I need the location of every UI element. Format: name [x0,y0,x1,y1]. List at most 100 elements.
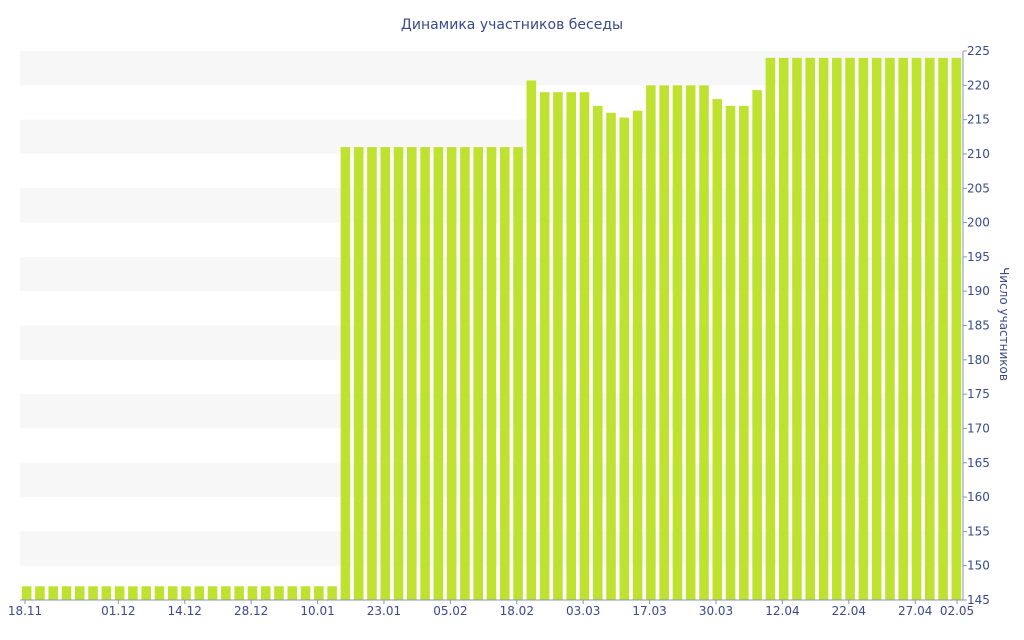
bar [845,57,855,601]
y-tick-label: 170 [967,421,990,435]
x-tick-label: 18.02 [500,604,534,618]
bar [898,57,909,601]
bar [380,147,391,600]
bar [500,147,510,600]
y-tick-label: 220 [967,78,990,92]
y-tick-label: 195 [967,250,990,264]
bar [925,57,935,601]
bar [712,99,723,600]
x-tick-label: 02.05 [940,604,974,618]
bar [805,57,816,601]
bar [207,586,218,600]
bar [752,90,762,601]
bar [194,586,205,600]
x-tick-label: 01.12 [101,604,135,618]
x-tick-label: 05.02 [433,604,467,618]
bar [393,147,404,600]
bar [632,110,643,600]
y-tick-label: 165 [967,456,990,470]
bar [885,57,895,601]
y-tick-label: 210 [967,147,990,161]
bar [725,105,736,601]
bar [685,85,696,600]
bar [114,586,125,600]
bar [778,57,789,601]
bar [672,85,683,600]
bar [247,586,258,600]
bar [420,147,430,600]
bars [21,57,962,601]
y-tick-label: 155 [967,524,990,538]
bar [446,147,457,600]
x-tick-label: 28.12 [234,604,268,618]
x-tick-label: 12.04 [765,604,799,618]
bar [460,147,470,600]
bar [101,586,112,600]
bar [274,586,284,600]
bar [327,586,337,600]
y-tick-label: 185 [967,319,990,333]
bar [181,586,191,600]
bar [167,586,178,600]
bar [221,586,231,600]
y-tick-label: 190 [967,284,990,298]
y-tick-label: 150 [967,559,990,573]
x-tick-label: 10.01 [300,604,334,618]
bar [300,586,311,600]
bar [35,586,45,600]
bar [486,147,497,600]
bar [659,85,669,600]
bar [314,586,324,600]
bar [48,586,58,600]
bar [473,147,483,600]
bar [619,117,630,600]
bar [433,147,444,600]
x-axis: 18.11 01.12 14.12 28.12 10.01 23.01 05.02 18.02… [8,599,974,618]
bar [792,57,802,601]
y-tick-label: 145 [967,593,990,607]
y-tick-label: 200 [967,216,990,230]
bar [871,57,882,601]
x-tick-label: 30.03 [699,604,733,618]
bar [407,147,417,600]
bar [526,80,537,600]
y-tick-label: 160 [967,490,990,504]
x-tick-label: 23.01 [367,604,401,618]
bar [21,586,32,600]
y-tick-label: 175 [967,387,990,401]
bar [260,586,271,600]
bar [154,586,165,600]
x-tick-label: 17.03 [632,604,666,618]
bar [88,586,98,600]
x-tick-label: 03.03 [566,604,600,618]
x-tick-label: 22.04 [832,604,866,618]
y-axis-label: Число участников [997,267,1011,381]
chart-title: Динамика участников беседы [401,17,623,33]
bar [765,57,776,601]
bar [606,112,616,600]
bar [818,57,829,601]
y-axis: 145 150 155 160 165 170 175 180 185 190 195 200 205 2… [962,44,990,607]
bar [367,147,377,600]
y-tick-label: 180 [967,353,990,367]
bar [553,92,563,601]
bar [340,147,351,600]
bar [832,57,842,601]
x-tick-label: 27.04 [898,604,932,618]
y-tick-label: 225 [967,44,990,58]
x-tick-label: 14.12 [168,604,202,618]
bar [592,105,603,601]
bar [128,586,138,600]
bar [539,92,550,601]
bar [566,92,576,601]
bar [739,105,749,601]
y-tick-label: 215 [967,113,990,127]
bar [513,147,523,600]
bar [699,85,709,600]
bar [353,147,364,600]
bar [61,586,72,600]
bar [646,85,656,600]
bar [141,586,151,600]
